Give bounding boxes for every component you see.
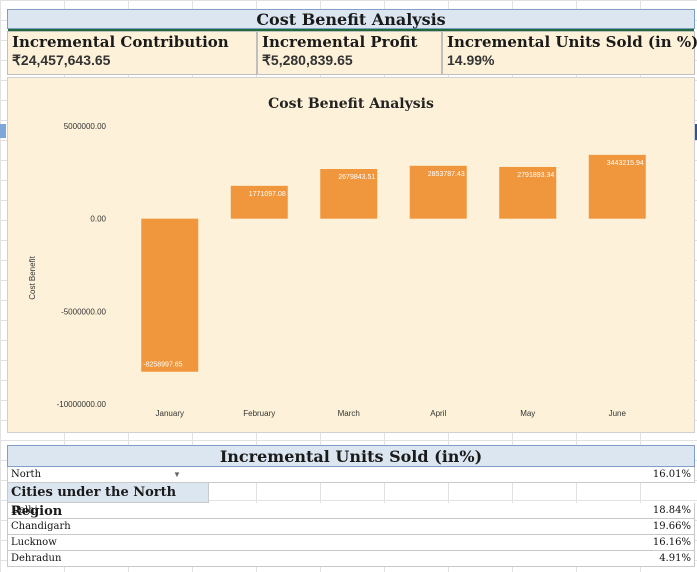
region-dropdown[interactable]: North ▼: [11, 469, 181, 480]
city-value: 18.84%: [652, 505, 691, 516]
cost-benefit-chart[interactable]: Cost Benefit Analysis Cost Benefit 50000…: [7, 77, 695, 433]
x-tick-label: May: [520, 409, 535, 418]
city-name: Dehradun: [11, 553, 62, 564]
table-row: Chandigarh 19.66%: [7, 519, 695, 535]
y-tick-label: -10000000.00: [57, 400, 107, 409]
bar-data-label: 3443215.94: [607, 160, 644, 167]
row-selection-marker: [0, 124, 6, 138]
kpi-value: ₹5,280,839.65: [262, 52, 353, 68]
city-name: Chandigarh: [11, 521, 71, 532]
bar-data-label: 2853787.43: [428, 171, 465, 178]
kpi-value: 14.99%: [447, 52, 495, 68]
kpi-incremental-profit[interactable]: Incremental Profit ₹5,280,839.65: [257, 31, 442, 75]
region-selector-row[interactable]: North ▼ 16.01%: [7, 467, 695, 483]
units-sold-title: Incremental Units Sold (in%): [7, 445, 695, 467]
kpi-value: ₹24,457,643.65: [12, 52, 111, 68]
y-tick-label: 0.00: [90, 215, 106, 224]
kpi-label: Incremental Profit: [262, 33, 418, 51]
y-tick-label: 5000000.00: [64, 122, 107, 131]
units-sold-section: Incremental Units Sold (in%) North ▼ 16.…: [7, 445, 695, 567]
y-tick-label: -5000000.00: [61, 307, 106, 316]
y-axis-label: Cost Benefit: [28, 255, 37, 299]
bar-january[interactable]: [141, 218, 199, 372]
bar-february[interactable]: [230, 185, 288, 219]
bar-may[interactable]: [499, 166, 557, 219]
kpi-row: Incremental Contribution ₹24,457,643.65 …: [7, 31, 697, 75]
region-heading: Cities under the North Region: [7, 483, 209, 519]
x-tick-label: March: [338, 409, 360, 418]
bar-march[interactable]: [320, 169, 378, 219]
region-dropdown-value: North: [11, 469, 42, 480]
chart-title: Cost Benefit Analysis: [268, 96, 434, 112]
city-value: 16.16%: [652, 537, 691, 548]
chart-canvas: Cost Benefit Analysis Cost Benefit 50000…: [28, 96, 646, 418]
bar-june[interactable]: [588, 154, 646, 219]
city-value: 4.91%: [659, 553, 691, 564]
region-value: 16.01%: [652, 469, 691, 480]
kpi-incremental-units-sold[interactable]: Incremental Units Sold (in %) 14.99%: [442, 31, 697, 75]
table-row: Dehradun 4.91%: [7, 551, 695, 567]
city-value: 19.66%: [652, 521, 691, 532]
table-row: Delhi 18.84%: [7, 503, 695, 519]
kpi-label: Incremental Contribution: [12, 33, 229, 51]
dashboard-title: Cost Benefit Analysis: [7, 9, 695, 31]
kpi-label: Incremental Units Sold (in %): [447, 33, 697, 51]
x-tick-label: April: [430, 409, 446, 418]
x-tick-label: June: [609, 409, 627, 418]
bar-data-label: 2679843.51: [338, 174, 375, 181]
y-axis-ticks: 5000000.00 0.00 -5000000.00 -10000000.00: [57, 122, 107, 409]
x-axis-ticks: January February March April May June: [156, 409, 627, 418]
x-tick-label: January: [156, 409, 184, 418]
x-tick-label: February: [243, 409, 275, 418]
bar-series: -8258997.65 1771097.08 2679843.51 2853787.4…: [141, 154, 646, 372]
column-selection-marker: [694, 124, 697, 140]
city-name: Lucknow: [11, 537, 57, 548]
chevron-down-icon[interactable]: ▼: [173, 470, 181, 479]
bar-april[interactable]: [409, 165, 467, 219]
bar-data-label: 1771097.08: [249, 191, 286, 198]
bar-data-label: -8258997.65: [143, 362, 182, 369]
table-row: Lucknow 16.16%: [7, 535, 695, 551]
city-name: Delhi: [11, 505, 38, 516]
kpi-incremental-contribution[interactable]: Incremental Contribution ₹24,457,643.65: [7, 31, 257, 75]
bar-data-label: 2791893.34: [517, 172, 554, 179]
